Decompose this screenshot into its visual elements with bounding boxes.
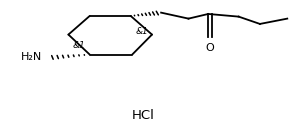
Text: &1: &1 — [72, 41, 85, 50]
Text: &1: &1 — [135, 27, 148, 36]
Text: H₂N: H₂N — [21, 52, 43, 63]
Text: HCl: HCl — [131, 109, 154, 122]
Text: O: O — [206, 43, 214, 53]
